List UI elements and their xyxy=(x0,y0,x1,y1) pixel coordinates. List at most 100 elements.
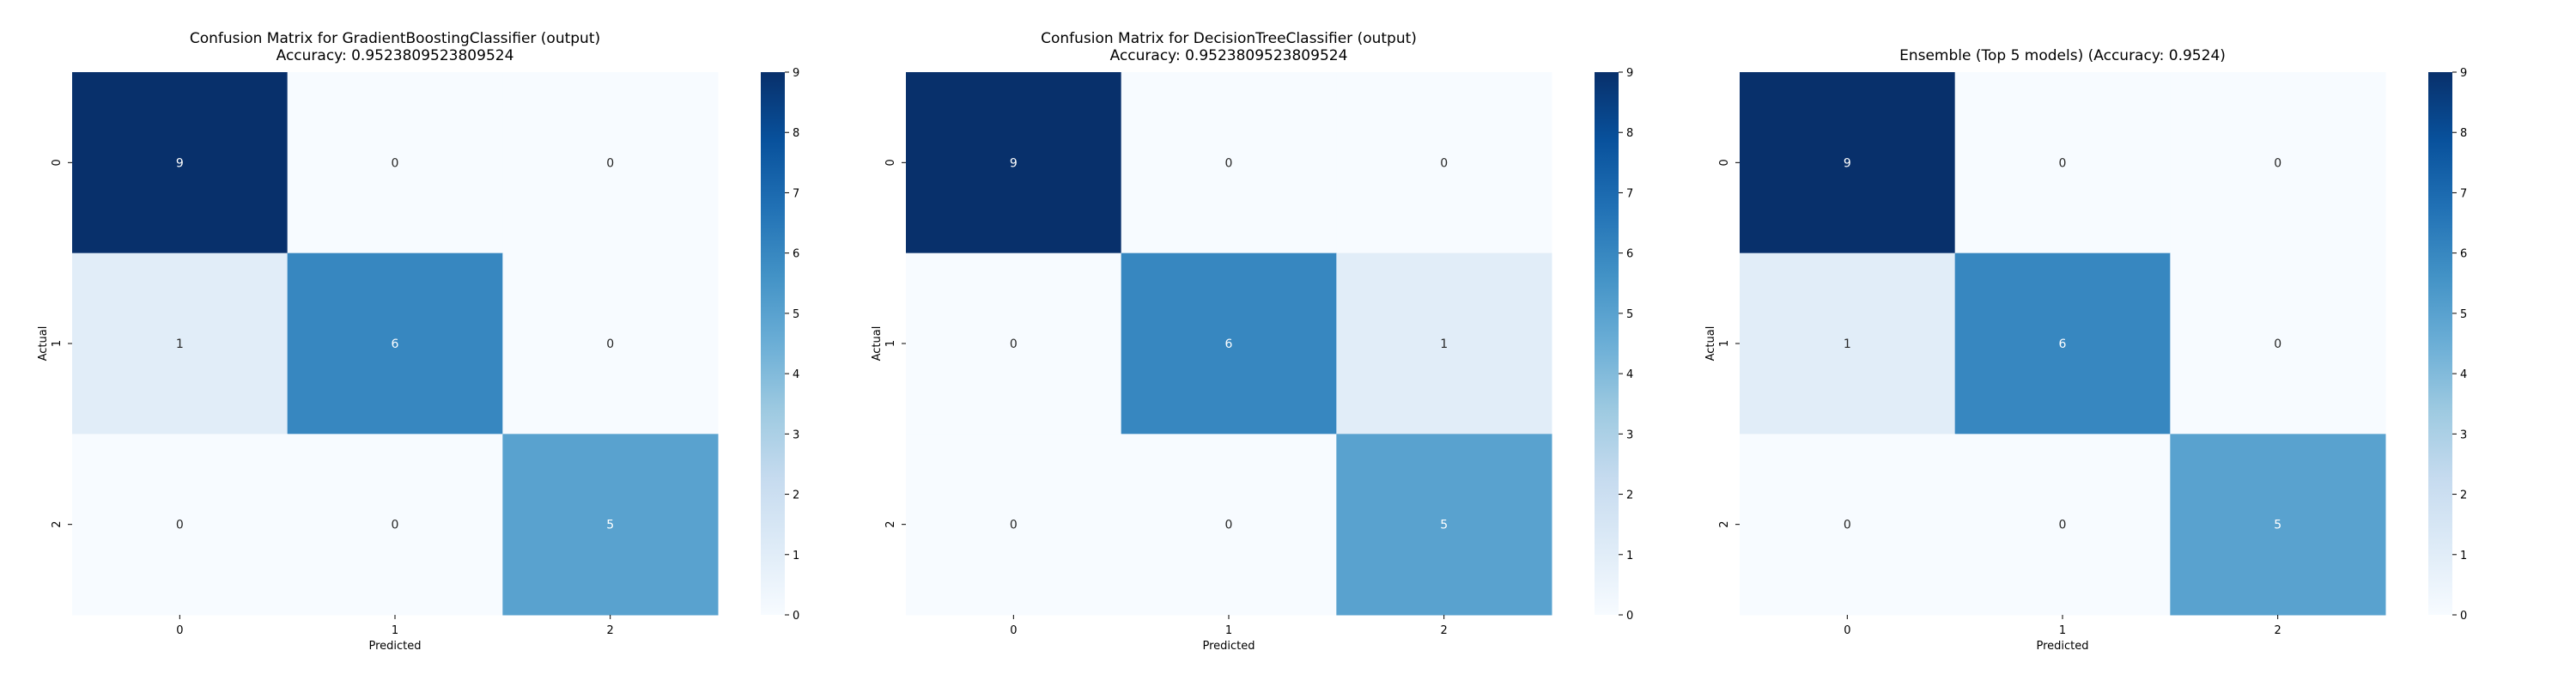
confusion-matrix-panel-3: Ensemble (Top 5 models) (Accuracy: 0.952… xyxy=(1704,47,2467,653)
colorbar-tick-label: 6 xyxy=(793,248,799,261)
heatmap-cell xyxy=(906,72,1122,254)
x-tick-label: 0 xyxy=(1844,624,1850,637)
cell-value-label: 0 xyxy=(606,156,614,170)
x-tick-label: 1 xyxy=(1225,624,1232,637)
x-tick-label: 1 xyxy=(392,624,398,637)
cell-value-label: 0 xyxy=(2059,156,2067,170)
colorbar-tick-label: 8 xyxy=(793,127,799,140)
colorbar xyxy=(761,72,785,615)
chart-title-line: Accuracy: 0.9523809523809524 xyxy=(276,47,514,64)
cell-value-label: 0 xyxy=(2274,337,2281,351)
colorbar-tick-label: 5 xyxy=(1626,308,1633,321)
chart-title-line: Confusion Matrix for GradientBoostingCla… xyxy=(190,30,600,47)
cell-value-label: 5 xyxy=(606,519,614,532)
heatmap-cell xyxy=(72,434,289,616)
colorbar-tick-label: 4 xyxy=(2460,368,2467,381)
cell-value-label: 0 xyxy=(1010,519,1018,532)
cell-value-label: 9 xyxy=(1010,156,1018,170)
chart-title: Confusion Matrix for DecisionTreeClassif… xyxy=(1041,30,1417,64)
heatmap-cell xyxy=(906,252,1122,435)
x-tick-label: 1 xyxy=(2059,624,2066,637)
x-tick-label: 2 xyxy=(1441,624,1448,637)
heatmap-cell xyxy=(287,434,503,616)
cell-value-label: 6 xyxy=(1225,337,1233,351)
cell-value-label: 0 xyxy=(2274,156,2281,170)
colorbar-tick-label: 0 xyxy=(2460,610,2467,623)
cell-value-label: 0 xyxy=(1440,156,1448,170)
heatmap-cell xyxy=(1121,434,1337,616)
heatmap-cell xyxy=(1954,72,2171,254)
cell-value-label: 0 xyxy=(606,337,614,351)
colorbar-tick-label: 1 xyxy=(2460,550,2467,562)
colorbar-tick-label: 2 xyxy=(1626,489,1633,502)
colorbar xyxy=(2428,72,2452,615)
chart-title-line: Confusion Matrix for DecisionTreeClassif… xyxy=(1041,30,1417,47)
x-axis-label: Predicted xyxy=(368,640,421,653)
y-tick-label: 2 xyxy=(884,521,897,528)
cell-value-label: 0 xyxy=(176,519,184,532)
colorbar-tick-label: 9 xyxy=(2460,67,2467,80)
heatmap-cell xyxy=(287,72,503,254)
cell-value-label: 5 xyxy=(2274,519,2281,532)
y-tick-label: 0 xyxy=(51,159,64,166)
confusion-matrix-panel-2: Confusion Matrix for DecisionTreeClassif… xyxy=(871,30,1633,653)
colorbar-tick-label: 2 xyxy=(2460,489,2467,502)
y-tick-label: 1 xyxy=(1718,340,1731,347)
heatmap-cell xyxy=(906,434,1122,616)
heatmap-cell xyxy=(1121,72,1337,254)
colorbar-tick-label: 9 xyxy=(793,67,799,80)
colorbar-tick-label: 5 xyxy=(2460,308,2467,321)
colorbar-tick-label: 4 xyxy=(793,368,799,381)
colorbar-tick-label: 0 xyxy=(793,610,799,623)
y-tick-label: 2 xyxy=(1718,521,1731,528)
heatmap-cell xyxy=(1336,252,1552,435)
colorbar xyxy=(1595,72,1619,615)
cell-value-label: 0 xyxy=(392,156,399,170)
heatmap-cell xyxy=(1121,252,1337,435)
cell-value-label: 6 xyxy=(2059,337,2067,351)
heatmap-cell xyxy=(1336,72,1552,254)
colorbar-tick-label: 4 xyxy=(1626,368,1633,381)
colorbar-tick-label: 7 xyxy=(793,187,799,200)
y-tick-label: 2 xyxy=(51,521,64,528)
colorbar-tick-label: 6 xyxy=(1626,248,1633,261)
colorbar-tick-label: 8 xyxy=(1626,127,1633,140)
y-axis-label: Actual xyxy=(37,326,50,362)
chart-title: Confusion Matrix for GradientBoostingCla… xyxy=(190,30,600,64)
x-tick-label: 0 xyxy=(1010,624,1017,637)
heatmap-cell xyxy=(502,72,719,254)
colorbar-tick-label: 8 xyxy=(2460,127,2467,140)
x-tick-label: 2 xyxy=(607,624,614,637)
heatmap-cell xyxy=(72,252,289,435)
confusion-matrix-panel-1: Confusion Matrix for GradientBoostingCla… xyxy=(37,30,799,653)
cell-value-label: 1 xyxy=(1440,337,1448,351)
chart-title-line: Accuracy: 0.9523809523809524 xyxy=(1110,47,1348,64)
heatmap-cell xyxy=(502,252,719,435)
y-tick-label: 1 xyxy=(51,340,64,347)
cell-value-label: 0 xyxy=(1844,519,1851,532)
heatmap-cell xyxy=(2170,252,2386,435)
heatmap-cell xyxy=(502,434,719,616)
colorbar-tick-label: 6 xyxy=(2460,248,2467,261)
heatmap-cell xyxy=(1740,434,1956,616)
y-axis-label: Actual xyxy=(1704,326,1717,362)
y-tick-label: 0 xyxy=(1718,159,1731,166)
cell-value-label: 1 xyxy=(1844,337,1851,351)
colorbar-tick-label: 3 xyxy=(2460,429,2467,441)
cell-value-label: 1 xyxy=(176,337,184,351)
colorbar-tick-label: 0 xyxy=(1626,610,1633,623)
x-axis-label: Predicted xyxy=(2036,640,2088,653)
colorbar-tick-label: 3 xyxy=(1626,429,1633,441)
x-tick-label: 0 xyxy=(176,624,183,637)
colorbar-tick-label: 1 xyxy=(793,550,799,562)
cell-value-label: 0 xyxy=(2059,519,2067,532)
heatmap-cell xyxy=(1336,434,1552,616)
y-axis-label: Actual xyxy=(871,326,884,362)
colorbar-tick-label: 3 xyxy=(793,429,799,441)
chart-title-line: Ensemble (Top 5 models) (Accuracy: 0.952… xyxy=(1899,47,2226,64)
colorbar-tick-label: 7 xyxy=(1626,187,1633,200)
cell-value-label: 9 xyxy=(176,156,184,170)
cell-value-label: 6 xyxy=(392,337,399,351)
heatmap-cell xyxy=(1740,72,1956,254)
